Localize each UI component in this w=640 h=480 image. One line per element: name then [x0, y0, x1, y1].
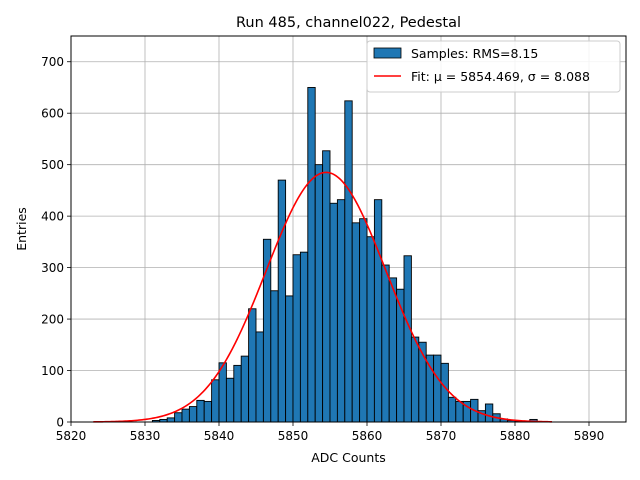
- histogram-bar: [218, 362, 227, 423]
- y-tick-label: 600: [41, 107, 64, 121]
- histogram-bar: [270, 290, 279, 423]
- histogram-bar: [381, 264, 390, 423]
- x-axis: 5820 5830 5840 5850 5860 5870 5880 5890: [56, 422, 605, 443]
- y-tick-label: 400: [41, 210, 64, 224]
- histogram-bar: [166, 417, 176, 423]
- chart-title: Run 485, channel022, Pedestal: [236, 15, 461, 31]
- x-tick-label: 5890: [574, 429, 605, 443]
- histogram-bar: [285, 295, 294, 423]
- histogram-bar: [314, 164, 324, 423]
- histogram-bar: [299, 251, 309, 423]
- y-tick-label: 200: [41, 313, 64, 327]
- x-tick-label: 5870: [426, 429, 457, 443]
- x-tick-label: 5840: [204, 429, 235, 443]
- y-axis-label: Entries: [14, 207, 29, 251]
- legend-box: [366, 40, 621, 93]
- histogram-bar: [396, 288, 405, 423]
- histogram-bar: [336, 199, 346, 423]
- histogram-bar: [366, 236, 375, 423]
- histogram-bar: [240, 355, 250, 423]
- histogram-bar: [181, 408, 190, 423]
- histogram-bar: [455, 400, 464, 423]
- histogram-bar: [351, 222, 361, 423]
- plot-frame: [70, 35, 627, 423]
- legend-label-samples: Samples: RMS=8.15: [411, 46, 538, 61]
- histogram-bar: [233, 364, 242, 423]
- histogram-bar: [174, 412, 183, 423]
- histogram-bar: [322, 150, 331, 423]
- histogram-bar: [344, 100, 353, 423]
- y-axis: 0 100 200 300 400 500 600 700: [41, 55, 71, 430]
- legend: Samples: RMS=8.15 Fit: μ = 5854.469, σ =…: [366, 40, 621, 93]
- y-tick-label: 500: [41, 158, 64, 172]
- histogram-bar: [277, 179, 287, 423]
- fit-curve: [93, 171, 553, 423]
- y-tick-label: 100: [41, 364, 64, 378]
- histogram-bar: [403, 255, 412, 423]
- histogram-bar: [248, 308, 257, 423]
- x-tick-label: 5820: [56, 429, 87, 443]
- histogram-bar: [203, 400, 213, 423]
- fit-curve-group: [93, 171, 553, 423]
- histogram-bar: [188, 406, 198, 423]
- legend-label-fit: Fit: μ = 5854.469, σ = 8.088: [411, 69, 590, 84]
- histogram-bar: [307, 87, 316, 423]
- histogram-bars: [151, 87, 538, 423]
- legend-swatch-samples: [373, 47, 402, 59]
- histogram-bar: [440, 362, 449, 423]
- x-tick-label: 5880: [500, 429, 531, 443]
- histogram-bar: [373, 199, 383, 423]
- histogram-bar: [388, 277, 398, 423]
- histogram-bar: [329, 202, 338, 423]
- y-tick-label: 0: [56, 416, 64, 430]
- histogram-bar: [255, 331, 264, 423]
- x-tick-label: 5850: [278, 429, 309, 443]
- histogram-bar: [359, 218, 368, 423]
- histogram-bar: [433, 354, 442, 423]
- y-tick-label: 300: [41, 261, 64, 275]
- histogram-bar: [211, 379, 220, 423]
- histogram-bar: [447, 396, 457, 423]
- x-tick-label: 5860: [352, 429, 383, 443]
- histogram-bar: [196, 399, 205, 423]
- histogram-bar: [484, 403, 494, 423]
- histogram-bar: [225, 377, 235, 423]
- histogram-bar: [410, 336, 420, 423]
- x-tick-label: 5830: [130, 429, 161, 443]
- y-tick-label: 700: [41, 55, 64, 69]
- histogram-bar: [292, 254, 301, 423]
- x-axis-label: ADC Counts: [311, 450, 386, 465]
